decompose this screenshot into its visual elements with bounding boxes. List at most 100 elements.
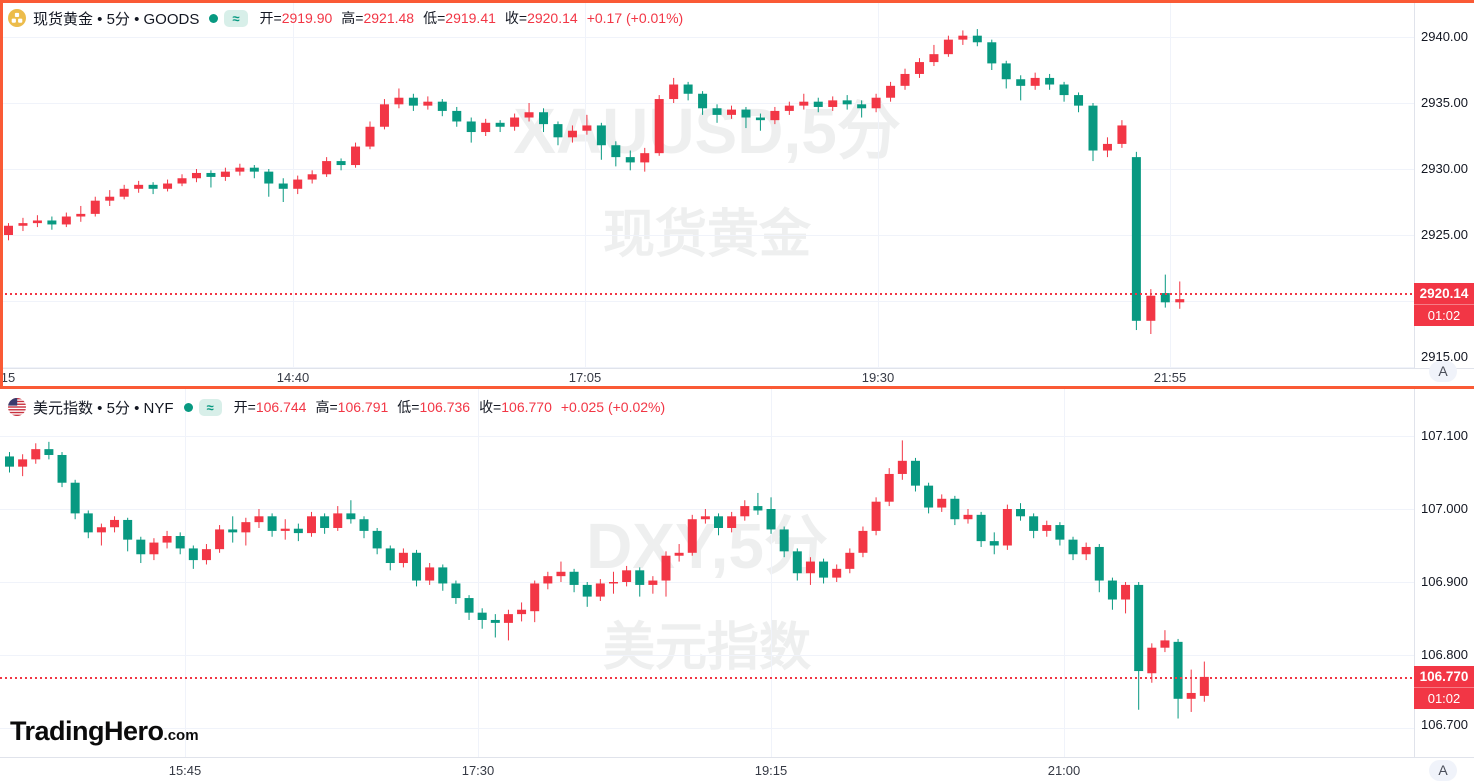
candle-body	[175, 536, 185, 549]
auto-scale-button-bottom[interactable]: A	[1429, 760, 1457, 781]
candle-body	[306, 516, 316, 534]
candle-body	[813, 101, 823, 107]
candle-body	[57, 454, 67, 483]
candle-body	[700, 516, 710, 520]
candle-body	[1173, 641, 1183, 699]
candle-body	[110, 519, 120, 528]
candle-body	[976, 514, 986, 542]
candle-body	[398, 552, 408, 564]
candle-body	[1068, 539, 1078, 555]
candle-body	[438, 567, 448, 584]
candle-body	[779, 529, 789, 552]
candle-body	[293, 179, 303, 189]
candle-body	[31, 449, 41, 460]
ohlc-field: 高=2921.48	[341, 10, 415, 26]
candle-body	[792, 551, 802, 574]
candle-body	[1030, 77, 1040, 86]
time-axis-top[interactable]	[0, 368, 1474, 386]
candle-body	[365, 126, 375, 147]
candle-body	[254, 516, 264, 523]
auto-scale-button-top[interactable]: A	[1429, 361, 1457, 382]
symbol-title[interactable]: 现货黄金 • 5分 • GOODS	[33, 10, 200, 28]
time-axis-bottom[interactable]	[0, 757, 1474, 784]
candle-body	[76, 213, 86, 217]
candle-body	[495, 122, 505, 127]
last-price-badge-top: 2920.14 01:02	[1414, 283, 1474, 326]
ohlc-values: 开=106.744 高=106.791 低=106.736 收=106.770 +0.0…	[234, 397, 665, 417]
candle-wick	[494, 614, 496, 638]
candle-body	[1146, 295, 1156, 321]
pane-separator[interactable]	[0, 386, 1474, 389]
last-price-value: 106.770	[1419, 669, 1469, 684]
candle-body	[622, 570, 632, 582]
candle-body	[394, 97, 404, 105]
candle-body	[958, 35, 968, 40]
candle-body	[755, 117, 765, 121]
candle-body	[90, 200, 100, 214]
candle-wick	[1020, 75, 1022, 101]
candle-body	[307, 174, 317, 180]
ohlc-field: 开=2919.90	[259, 10, 333, 26]
logo-brand-text: TradingHero	[10, 716, 164, 746]
candle-body	[914, 62, 924, 74]
candle-body	[929, 54, 939, 63]
candle-body	[1045, 77, 1055, 85]
candle-wick	[100, 523, 102, 546]
candle-body	[857, 104, 867, 109]
candle-body	[322, 161, 332, 175]
candle-body	[385, 548, 395, 564]
candle-body	[1102, 143, 1112, 151]
candle-body	[408, 97, 418, 106]
tradinghero-logo: TradingHero .com	[10, 716, 199, 747]
candle-body	[149, 542, 159, 555]
candle-wick	[1179, 281, 1181, 309]
candle-body	[477, 612, 487, 620]
candle-body	[177, 178, 187, 184]
candle-body	[871, 97, 881, 109]
candle-body	[987, 42, 997, 64]
symbol-title[interactable]: 美元指数 • 5分 • NYF	[33, 399, 174, 417]
candle-body	[884, 473, 894, 502]
candle-body	[1016, 509, 1026, 517]
candle-wick	[901, 440, 903, 480]
candle-body	[5, 456, 14, 467]
candle-body	[539, 112, 549, 125]
candle-body	[845, 552, 855, 569]
gold-icon	[8, 9, 26, 27]
candle-body	[437, 101, 447, 111]
candle-body	[47, 220, 57, 225]
candle-body	[333, 513, 343, 528]
candle-body	[683, 84, 693, 94]
change-value: +0.025 (+0.02%)	[560, 399, 666, 415]
candle-body	[569, 571, 579, 585]
candle-body	[1016, 79, 1026, 86]
candle-body	[648, 580, 658, 585]
time-axis-border-bottom	[0, 757, 1474, 758]
candle-body	[654, 99, 664, 154]
candle-body	[1042, 525, 1052, 531]
candle-body	[1121, 584, 1131, 600]
candle-body	[582, 584, 592, 597]
approx-data-badge: ≈	[224, 9, 248, 27]
candle-body	[241, 522, 251, 533]
candle-body	[1055, 525, 1065, 540]
approx-data-badge: ≈	[198, 398, 222, 416]
candle-body	[567, 130, 577, 138]
candle-body	[346, 513, 356, 520]
last-price-badge-bottom: 106.770 01:02	[1414, 666, 1474, 709]
candle-body	[963, 514, 973, 520]
candle-body	[1074, 95, 1084, 106]
candle-body	[136, 539, 146, 555]
market-status-dot	[183, 402, 193, 412]
candle-body	[674, 552, 684, 556]
candle-wick	[745, 106, 747, 129]
candle-body	[148, 184, 158, 189]
candle-body	[871, 501, 881, 531]
candle-body	[828, 100, 838, 107]
candle-body	[1081, 546, 1091, 555]
candle-body	[359, 519, 369, 531]
candle-body	[770, 110, 780, 121]
candle-body	[1001, 63, 1011, 80]
candle-body	[228, 529, 238, 533]
